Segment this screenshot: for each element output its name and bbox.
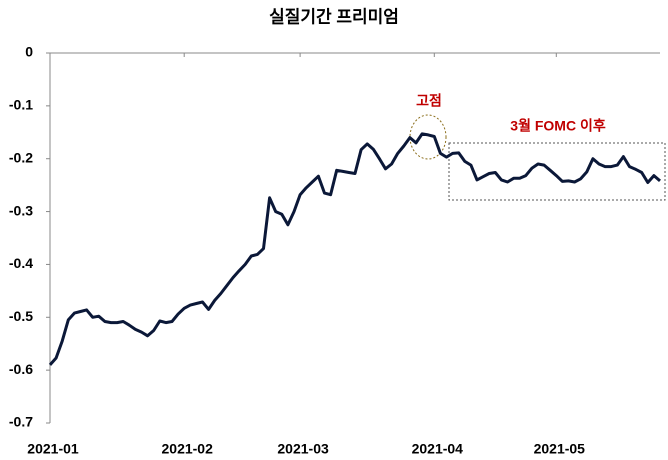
y-tick-label: -0.6 bbox=[9, 361, 33, 377]
y-tick-label: -0.3 bbox=[9, 202, 33, 218]
x-tick-label: 2021-01 bbox=[27, 441, 79, 457]
y-tick-label: -0.4 bbox=[9, 255, 33, 271]
x-tick-label: 2021-04 bbox=[412, 441, 464, 457]
peak-ellipse bbox=[409, 114, 447, 160]
y-tick-label: -0.5 bbox=[9, 308, 33, 324]
x-tick-label: 2021-03 bbox=[277, 441, 329, 457]
annotation: 3월 FOMC 이후 bbox=[510, 118, 606, 134]
y-tick-label: -0.2 bbox=[9, 149, 33, 165]
line bbox=[48, 132, 661, 366]
y-tick-label: 0 bbox=[25, 44, 33, 60]
y-tick-label: -0.7 bbox=[9, 414, 33, 430]
annotation: 고점 bbox=[416, 93, 442, 109]
x-tick-label: 2021-05 bbox=[534, 441, 586, 457]
chart-title: 실질기간 프리미엄 bbox=[269, 6, 399, 26]
x-tick-label: 2021-02 bbox=[162, 441, 214, 457]
fomc-box bbox=[448, 142, 666, 201]
y-tick-label: -0.1 bbox=[9, 97, 33, 113]
